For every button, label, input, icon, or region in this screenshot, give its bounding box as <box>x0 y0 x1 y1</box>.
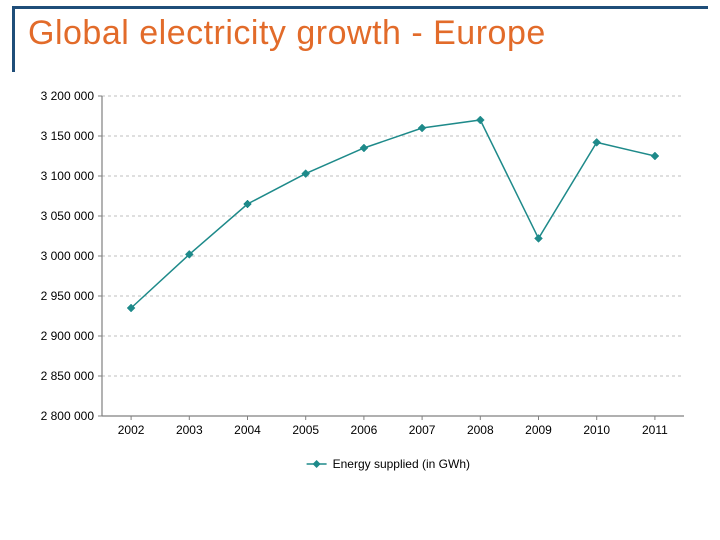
x-tick-label: 2004 <box>234 423 261 437</box>
legend-marker-icon <box>313 460 321 468</box>
y-tick-label: 3 000 000 <box>41 249 95 263</box>
data-marker <box>360 144 368 152</box>
x-tick-label: 2007 <box>409 423 436 437</box>
y-tick-label: 3 100 000 <box>41 169 95 183</box>
page-title: Global electricity growth - Europe <box>28 14 546 53</box>
title-rule-top <box>12 6 708 9</box>
y-tick-label: 2 800 000 <box>41 409 95 423</box>
data-marker <box>476 116 484 124</box>
legend-label: Energy supplied (in GWh) <box>333 457 470 471</box>
x-tick-label: 2011 <box>642 423 668 437</box>
data-marker <box>535 234 543 242</box>
data-marker <box>593 138 601 146</box>
y-tick-label: 2 850 000 <box>41 369 95 383</box>
x-tick-label: 2002 <box>118 423 145 437</box>
x-tick-label: 2009 <box>525 423 552 437</box>
y-tick-label: 3 150 000 <box>41 129 95 143</box>
y-tick-label: 2 900 000 <box>41 329 95 343</box>
y-tick-label: 2 950 000 <box>41 289 95 303</box>
series-line <box>131 120 655 308</box>
x-tick-label: 2006 <box>351 423 378 437</box>
x-tick-label: 2010 <box>583 423 610 437</box>
x-tick-label: 2008 <box>467 423 494 437</box>
line-chart: 3 200 000 3 150 000 3 100 000 3 050 000 3 00… <box>24 86 696 506</box>
slide: Global electricity growth - Europe 3 200… <box>0 0 720 540</box>
y-tick-label: 3 050 000 <box>41 209 95 223</box>
data-marker <box>651 152 659 160</box>
chart-svg: 3 200 000 3 150 000 3 100 000 3 050 000 3 00… <box>24 86 696 506</box>
y-tick-label: 3 200 000 <box>41 89 95 103</box>
x-tick-label: 2003 <box>176 423 203 437</box>
x-tick-label: 2005 <box>292 423 319 437</box>
title-rule-left <box>12 6 15 72</box>
data-marker <box>418 124 426 132</box>
